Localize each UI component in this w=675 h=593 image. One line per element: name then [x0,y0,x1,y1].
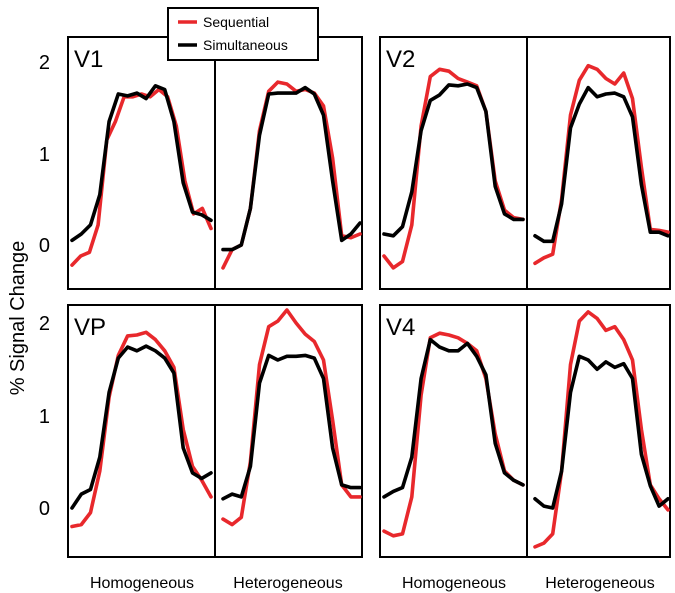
x-category-label: Homogeneous [402,575,506,592]
y-tick-label: 2 [39,313,50,335]
x-category-label: Heterogeneous [233,575,342,592]
panel-v1: V1 [67,36,363,290]
series-line-simultaneous-v2-homogeneous [382,82,525,238]
series-line-simultaneous-v4-homogeneous [382,337,525,499]
y-tick-labels: 0 1 2 0 1 2 [39,52,50,520]
y-tick-label: 0 [39,235,50,257]
series-line-simultaneous-v1-heterogeneous [221,85,362,252]
panel-label-v2: V2 [386,46,415,73]
x-category-label: Heterogeneous [545,575,654,592]
panel-label-v4: V4 [386,314,415,341]
x-category-labels: Homogeneous Heterogeneous Homogeneous Heter… [90,575,655,592]
legend-label-sequential: Sequential [203,14,269,30]
panel-label-vp: VP [74,314,106,341]
panel-frame [379,36,671,290]
panel-v2: V2 [379,36,671,290]
panel-label-v1: V1 [74,46,103,73]
legend-box [167,7,319,61]
series-line-simultaneous-v1-homogeneous [70,84,213,243]
series-line-sequential-vp-heterogeneous [221,308,362,527]
y-tick-label: 0 [39,498,50,520]
panel-v4: V4 [379,304,671,558]
series-line-sequential-v2-homogeneous [382,67,525,270]
series-line-sequential-v1-homogeneous [70,87,213,267]
y-tick-label: 2 [39,52,50,74]
y-axis-label: % Signal Change [7,241,29,396]
panel-frame [379,304,671,558]
series-line-simultaneous-vp-heterogeneous [221,353,362,501]
series-line-simultaneous-v2-heterogeneous [533,85,670,244]
legend: Sequential Simultaneous [167,7,319,61]
panels: V1 V2 VP V4 [67,36,671,558]
x-category-label: Homogeneous [90,575,194,592]
y-tick-label: 1 [39,406,50,428]
series-line-sequential-v4-heterogeneous [533,310,670,549]
legend-label-simultaneous: Simultaneous [203,37,288,53]
y-tick-label: 1 [39,144,50,166]
series-line-sequential-v4-homogeneous [382,331,525,538]
series-line-simultaneous-v4-heterogeneous [533,354,670,510]
panel-vp: VP [67,304,363,558]
series-line-sequential-vp-homogeneous [70,330,213,529]
series-line-simultaneous-vp-homogeneous [70,344,213,510]
